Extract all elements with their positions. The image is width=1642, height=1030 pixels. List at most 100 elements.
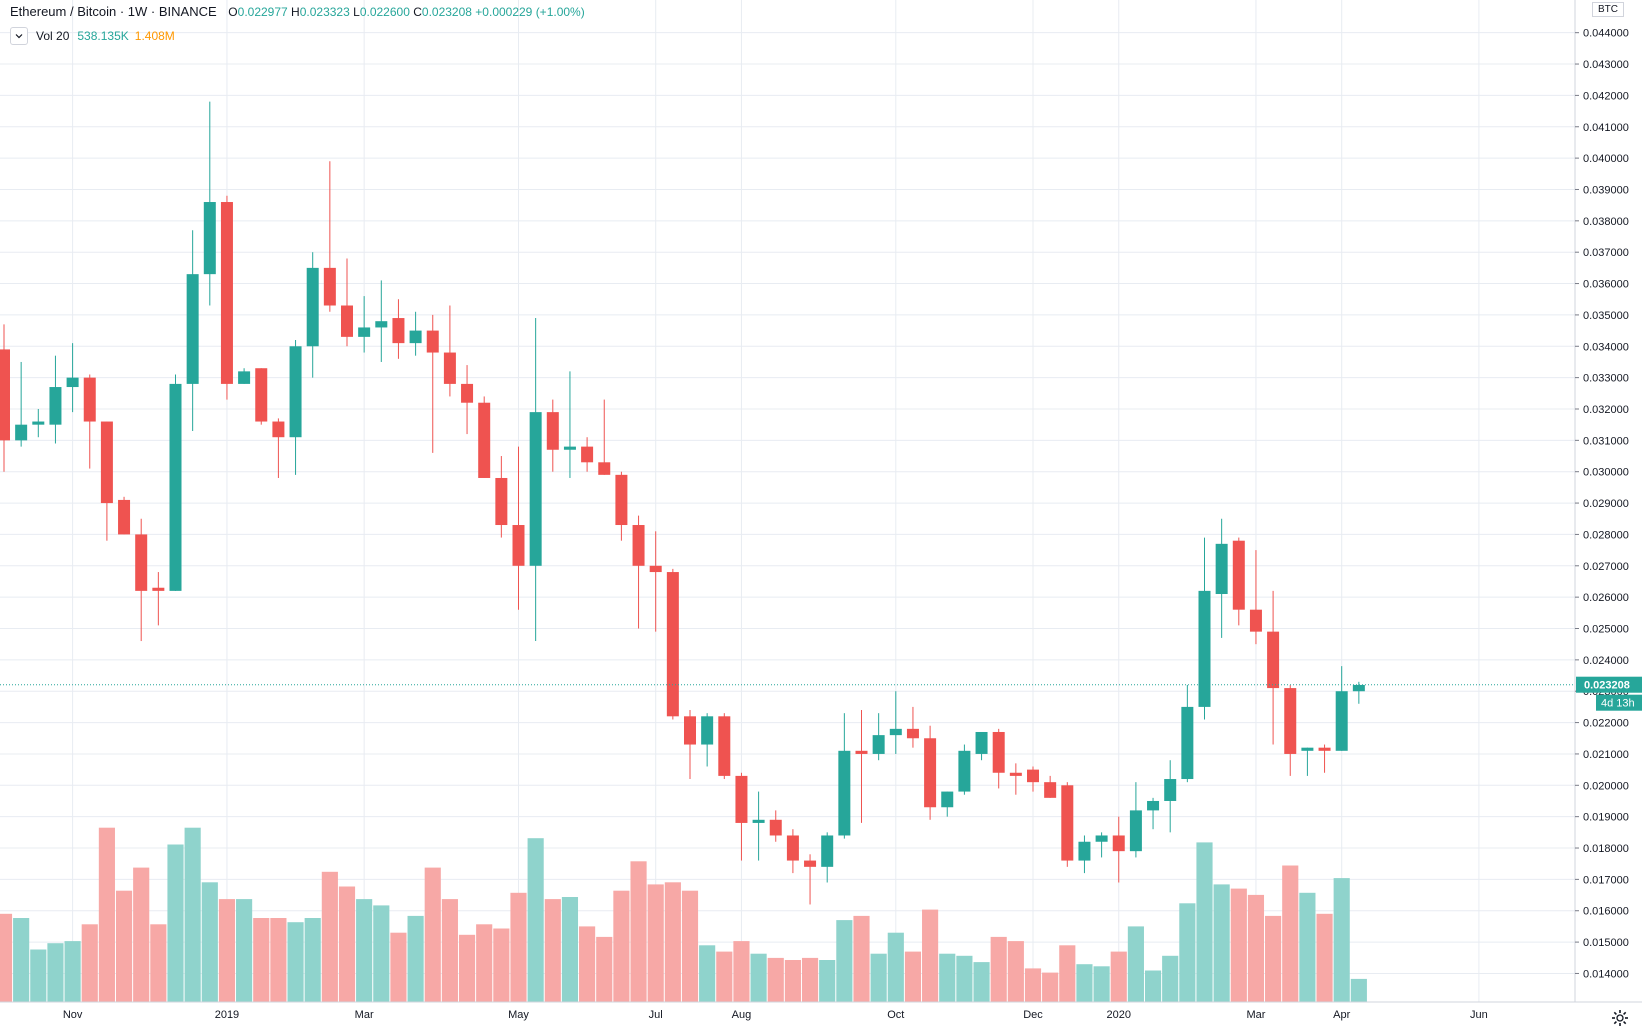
x-tick-label: Nov <box>63 1009 83 1021</box>
candle-body <box>272 421 285 438</box>
volume-bar <box>1265 915 1282 1002</box>
candles <box>0 101 1365 905</box>
volume-bar <box>681 890 699 1002</box>
volume-ma-value: 1.408M <box>134 29 175 43</box>
candle-body <box>49 387 62 425</box>
y-tick-label: 0.022000 <box>1583 718 1629 730</box>
volume-bar <box>853 915 870 1002</box>
time-axis[interactable]: Nov 2019 Mar May Jul Aug Oct Dec 2020 Mar Apr Jun <box>63 1009 1488 1021</box>
volume-bar <box>1110 951 1127 1002</box>
symbol-name[interactable]: Ethereum / Bitcoin <box>10 4 117 19</box>
gear-icon[interactable] <box>1610 1008 1630 1028</box>
candle-body <box>238 371 251 384</box>
y-tick-label: 0.030000 <box>1583 467 1629 479</box>
candle-body <box>118 499 131 535</box>
volume-bars <box>0 827 1367 1002</box>
candle-body <box>684 716 696 745</box>
y-tick-label: 0.031000 <box>1583 435 1629 447</box>
volume-bar <box>407 915 424 1002</box>
candle-body <box>0 349 10 441</box>
currency-label[interactable]: BTC <box>1592 2 1624 17</box>
y-tick-label: 0.039000 <box>1583 184 1629 196</box>
volume-bar <box>338 886 356 1002</box>
volume-bar <box>904 951 922 1002</box>
volume-bar <box>819 960 836 1002</box>
candle-body <box>563 446 576 450</box>
candle-body <box>1181 706 1194 780</box>
volume-bar <box>767 957 784 1002</box>
volume-bar <box>544 899 561 1002</box>
candle-body <box>666 572 679 717</box>
candle-body <box>1198 590 1211 707</box>
volume-bar <box>253 918 270 1002</box>
volume-bar <box>287 922 304 1002</box>
y-tick-label: 0.043000 <box>1583 59 1629 71</box>
x-tick-label: 2020 <box>1107 1009 1131 1021</box>
volume-bar <box>527 838 544 1002</box>
y-tick-label: 0.036000 <box>1583 279 1629 291</box>
volume-bar <box>373 905 390 1002</box>
x-tick-label: Aug <box>732 1009 752 1021</box>
candle-body <box>598 462 611 475</box>
volume-bar <box>647 884 664 1002</box>
y-tick-label: 0.014000 <box>1583 968 1629 980</box>
candle-body <box>1009 772 1022 776</box>
volume-bar <box>1299 892 1316 1002</box>
y-tick-label: 0.020000 <box>1583 780 1629 792</box>
candle-body <box>546 412 559 450</box>
candle-body <box>958 750 971 792</box>
candle-body <box>478 402 491 478</box>
volume-bar <box>0 913 13 1002</box>
x-tick-label: Jun <box>1470 1009 1488 1021</box>
interval[interactable]: 1W <box>127 4 148 19</box>
price-axis[interactable]: 0.044000 0.043000 0.042000 0.041000 0.040000… <box>1575 28 1629 981</box>
last-price-text: 0.023208 <box>1584 680 1630 692</box>
candle-body <box>186 274 199 384</box>
volume-bar <box>150 924 167 1002</box>
candle-body <box>220 202 233 384</box>
volume-indicator-name[interactable]: Vol 20 <box>36 29 70 43</box>
volume-bar <box>1350 978 1367 1002</box>
volume-bar <box>115 890 133 1002</box>
candle-body <box>375 321 388 328</box>
candle-body <box>1215 543 1228 595</box>
volume-bar <box>493 928 510 1002</box>
volume-bar <box>1333 878 1350 1002</box>
countdown-text: 4d 13h <box>1601 698 1635 710</box>
volume-bar <box>270 918 287 1002</box>
candle-body <box>752 819 765 823</box>
volume-bar <box>1282 865 1299 1002</box>
x-tick-label: 2019 <box>215 1009 239 1021</box>
candle-body <box>32 421 45 425</box>
candle-body <box>1301 747 1314 751</box>
candle-body <box>821 835 834 867</box>
candle-body <box>1352 684 1365 692</box>
candle-body <box>203 202 216 275</box>
candle-body <box>1112 835 1125 852</box>
volume-bar <box>13 918 30 1002</box>
candle-body <box>461 383 474 403</box>
y-tick-label: 0.041000 <box>1583 122 1629 134</box>
volume-bar <box>390 932 407 1002</box>
volume-bar <box>784 960 801 1002</box>
candle-body <box>992 731 1005 773</box>
volume-bar <box>664 882 681 1002</box>
volume-bar <box>836 920 853 1002</box>
volume-bar <box>98 827 115 1002</box>
candle-body <box>769 819 782 836</box>
y-tick-label: 0.042000 <box>1583 90 1629 102</box>
collapse-legend-button[interactable] <box>10 27 28 45</box>
volume-bar <box>184 827 201 1002</box>
y-tick-label: 0.021000 <box>1583 749 1629 761</box>
candle-body <box>1078 841 1091 861</box>
volume-bar <box>1213 884 1230 1002</box>
candle-body <box>1318 747 1331 751</box>
volume-bar <box>441 899 458 1002</box>
candle-body <box>804 860 817 867</box>
candle-body <box>941 791 954 808</box>
y-tick-label: 0.029000 <box>1583 498 1629 510</box>
candle-body <box>889 728 902 736</box>
volume-bar <box>1127 926 1144 1002</box>
y-tick-label: 0.033000 <box>1583 373 1629 385</box>
